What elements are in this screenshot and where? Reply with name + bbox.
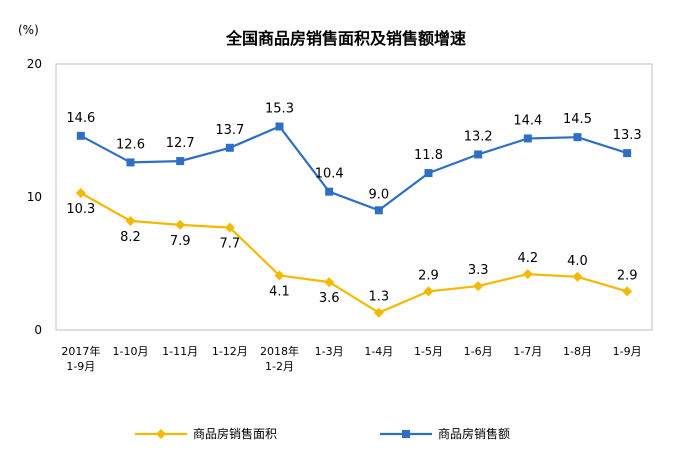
marker-s1-2 bbox=[176, 157, 185, 166]
marker-s1-10 bbox=[573, 133, 582, 142]
marker-s1-1 bbox=[126, 158, 135, 167]
x-tick-line: 1-7月 bbox=[513, 345, 542, 358]
x-tick-label-5: 1-3月 bbox=[315, 345, 344, 358]
x-tick-label-10: 1-8月 bbox=[563, 345, 592, 358]
data-label-s0-1: 8.2 bbox=[120, 230, 141, 245]
data-label-s1-11: 13.3 bbox=[613, 128, 642, 143]
y-tick-label-2: 20 bbox=[27, 57, 42, 71]
data-label-s0-4: 4.1 bbox=[269, 284, 290, 299]
x-tick-label-9: 1-7月 bbox=[513, 345, 542, 358]
data-label-s0-10: 4.0 bbox=[567, 254, 588, 269]
marker-s0-0 bbox=[75, 188, 86, 199]
marker-s1-8 bbox=[474, 150, 483, 159]
marker-s1-0 bbox=[76, 131, 85, 140]
legend-marker-0 bbox=[156, 429, 166, 439]
data-labels: 10.3 8.2 7.9 7.7 4.1 3.6 1.3 2.9 3.3 4.2 4.0 2.9 14.… bbox=[66, 102, 641, 307]
data-label-s1-7: 11.8 bbox=[414, 148, 443, 163]
chart-title: 全国商品房销售面积及销售额增速 bbox=[225, 29, 466, 48]
x-axis-ticks: 2017年 1-9月 1-10月 1-11月 1-12月 2018年 1-2月 1-3月 1-4… bbox=[61, 344, 641, 373]
series-line-1 bbox=[80, 125, 628, 212]
x-tick-label-3: 1-12月 bbox=[212, 345, 248, 358]
data-label-s1-2: 12.7 bbox=[166, 136, 195, 151]
data-label-s0-8: 3.3 bbox=[468, 263, 489, 278]
data-label-s0-9: 4.2 bbox=[517, 251, 538, 266]
x-tick-line: 1-4月 bbox=[364, 345, 393, 358]
y-tick-label-1: 10 bbox=[27, 190, 42, 204]
marker-s0-4 bbox=[274, 270, 285, 281]
data-label-s1-5: 10.4 bbox=[315, 167, 344, 182]
y-axis-ticks: 0 10 20 bbox=[27, 57, 42, 337]
marker-s1-4 bbox=[275, 122, 284, 131]
series-markers bbox=[75, 122, 633, 318]
legend-marker-1 bbox=[402, 430, 410, 438]
x-tick-label-11: 1-9月 bbox=[613, 345, 642, 358]
marker-s1-3 bbox=[225, 143, 234, 152]
x-tick-label-1: 1-10月 bbox=[113, 345, 149, 358]
marker-s1-7 bbox=[424, 169, 433, 178]
marker-s1-11 bbox=[623, 149, 632, 158]
x-tick-line: 1-8月 bbox=[563, 345, 592, 358]
x-tick-line: 1-9月 bbox=[613, 345, 642, 358]
x-tick-line: 1-11月 bbox=[162, 345, 198, 358]
x-tick-line: 2017年 bbox=[61, 344, 100, 358]
series-line-0 bbox=[80, 192, 628, 314]
marker-s0-9 bbox=[522, 269, 533, 280]
legend: 商品房销售面积 商品房销售额 bbox=[135, 426, 510, 441]
x-tick-line: 1-6月 bbox=[464, 345, 493, 358]
y-tick-label-0: 0 bbox=[34, 323, 42, 337]
data-label-s0-7: 2.9 bbox=[418, 268, 439, 283]
x-tick-line: 1-5月 bbox=[414, 345, 443, 358]
marker-s0-8 bbox=[473, 281, 484, 292]
data-label-s1-1: 12.6 bbox=[116, 137, 145, 152]
data-label-s0-5: 3.6 bbox=[319, 291, 340, 306]
data-label-s0-6: 1.3 bbox=[368, 290, 389, 305]
marker-s0-3 bbox=[224, 222, 235, 233]
marker-s0-2 bbox=[175, 219, 186, 230]
x-tick-line: 1-10月 bbox=[113, 345, 149, 358]
x-tick-line: 1-3月 bbox=[315, 345, 344, 358]
data-label-s1-8: 13.2 bbox=[464, 129, 493, 144]
marker-s1-6 bbox=[374, 206, 383, 215]
data-label-s1-9: 14.4 bbox=[513, 113, 542, 128]
x-tick-label-6: 1-4月 bbox=[364, 345, 393, 358]
data-label-s1-6: 9.0 bbox=[368, 187, 389, 202]
data-label-s0-0: 10.3 bbox=[66, 202, 95, 217]
plot-area-frame bbox=[55, 63, 653, 331]
x-tick-label-2: 1-11月 bbox=[162, 345, 198, 358]
marker-s0-10 bbox=[572, 271, 583, 282]
y-axis-unit-label: (%) bbox=[18, 23, 39, 37]
x-tick-line: 1-2月 bbox=[265, 360, 294, 373]
marker-s1-5 bbox=[325, 187, 334, 196]
marker-s1-9 bbox=[523, 134, 532, 143]
marker-s0-6 bbox=[373, 307, 384, 318]
legend-label-0: 商品房销售面积 bbox=[193, 426, 277, 441]
data-label-s1-0: 14.6 bbox=[66, 111, 95, 126]
series-lines bbox=[80, 125, 628, 314]
data-label-s0-3: 7.7 bbox=[219, 237, 240, 252]
x-tick-line: 1-9月 bbox=[66, 360, 95, 373]
marker-s0-1 bbox=[125, 215, 136, 226]
data-label-s1-10: 14.5 bbox=[563, 112, 592, 127]
x-tick-label-7: 1-5月 bbox=[414, 345, 443, 358]
marker-s0-7 bbox=[423, 286, 434, 297]
data-label-s0-2: 7.9 bbox=[170, 234, 191, 249]
x-tick-line: 1-12月 bbox=[212, 345, 248, 358]
x-tick-label-4: 2018年 1-2月 bbox=[260, 344, 299, 373]
x-tick-label-0: 2017年 1-9月 bbox=[61, 344, 100, 373]
marker-s0-11 bbox=[622, 286, 633, 297]
x-tick-label-8: 1-6月 bbox=[464, 345, 493, 358]
marker-s0-5 bbox=[324, 277, 335, 288]
data-label-s1-4: 15.3 bbox=[265, 102, 294, 117]
data-label-s1-3: 13.7 bbox=[215, 123, 244, 138]
legend-label-1: 商品房销售额 bbox=[438, 426, 510, 441]
data-label-s0-11: 2.9 bbox=[617, 268, 638, 283]
x-tick-line: 2018年 bbox=[260, 344, 299, 358]
